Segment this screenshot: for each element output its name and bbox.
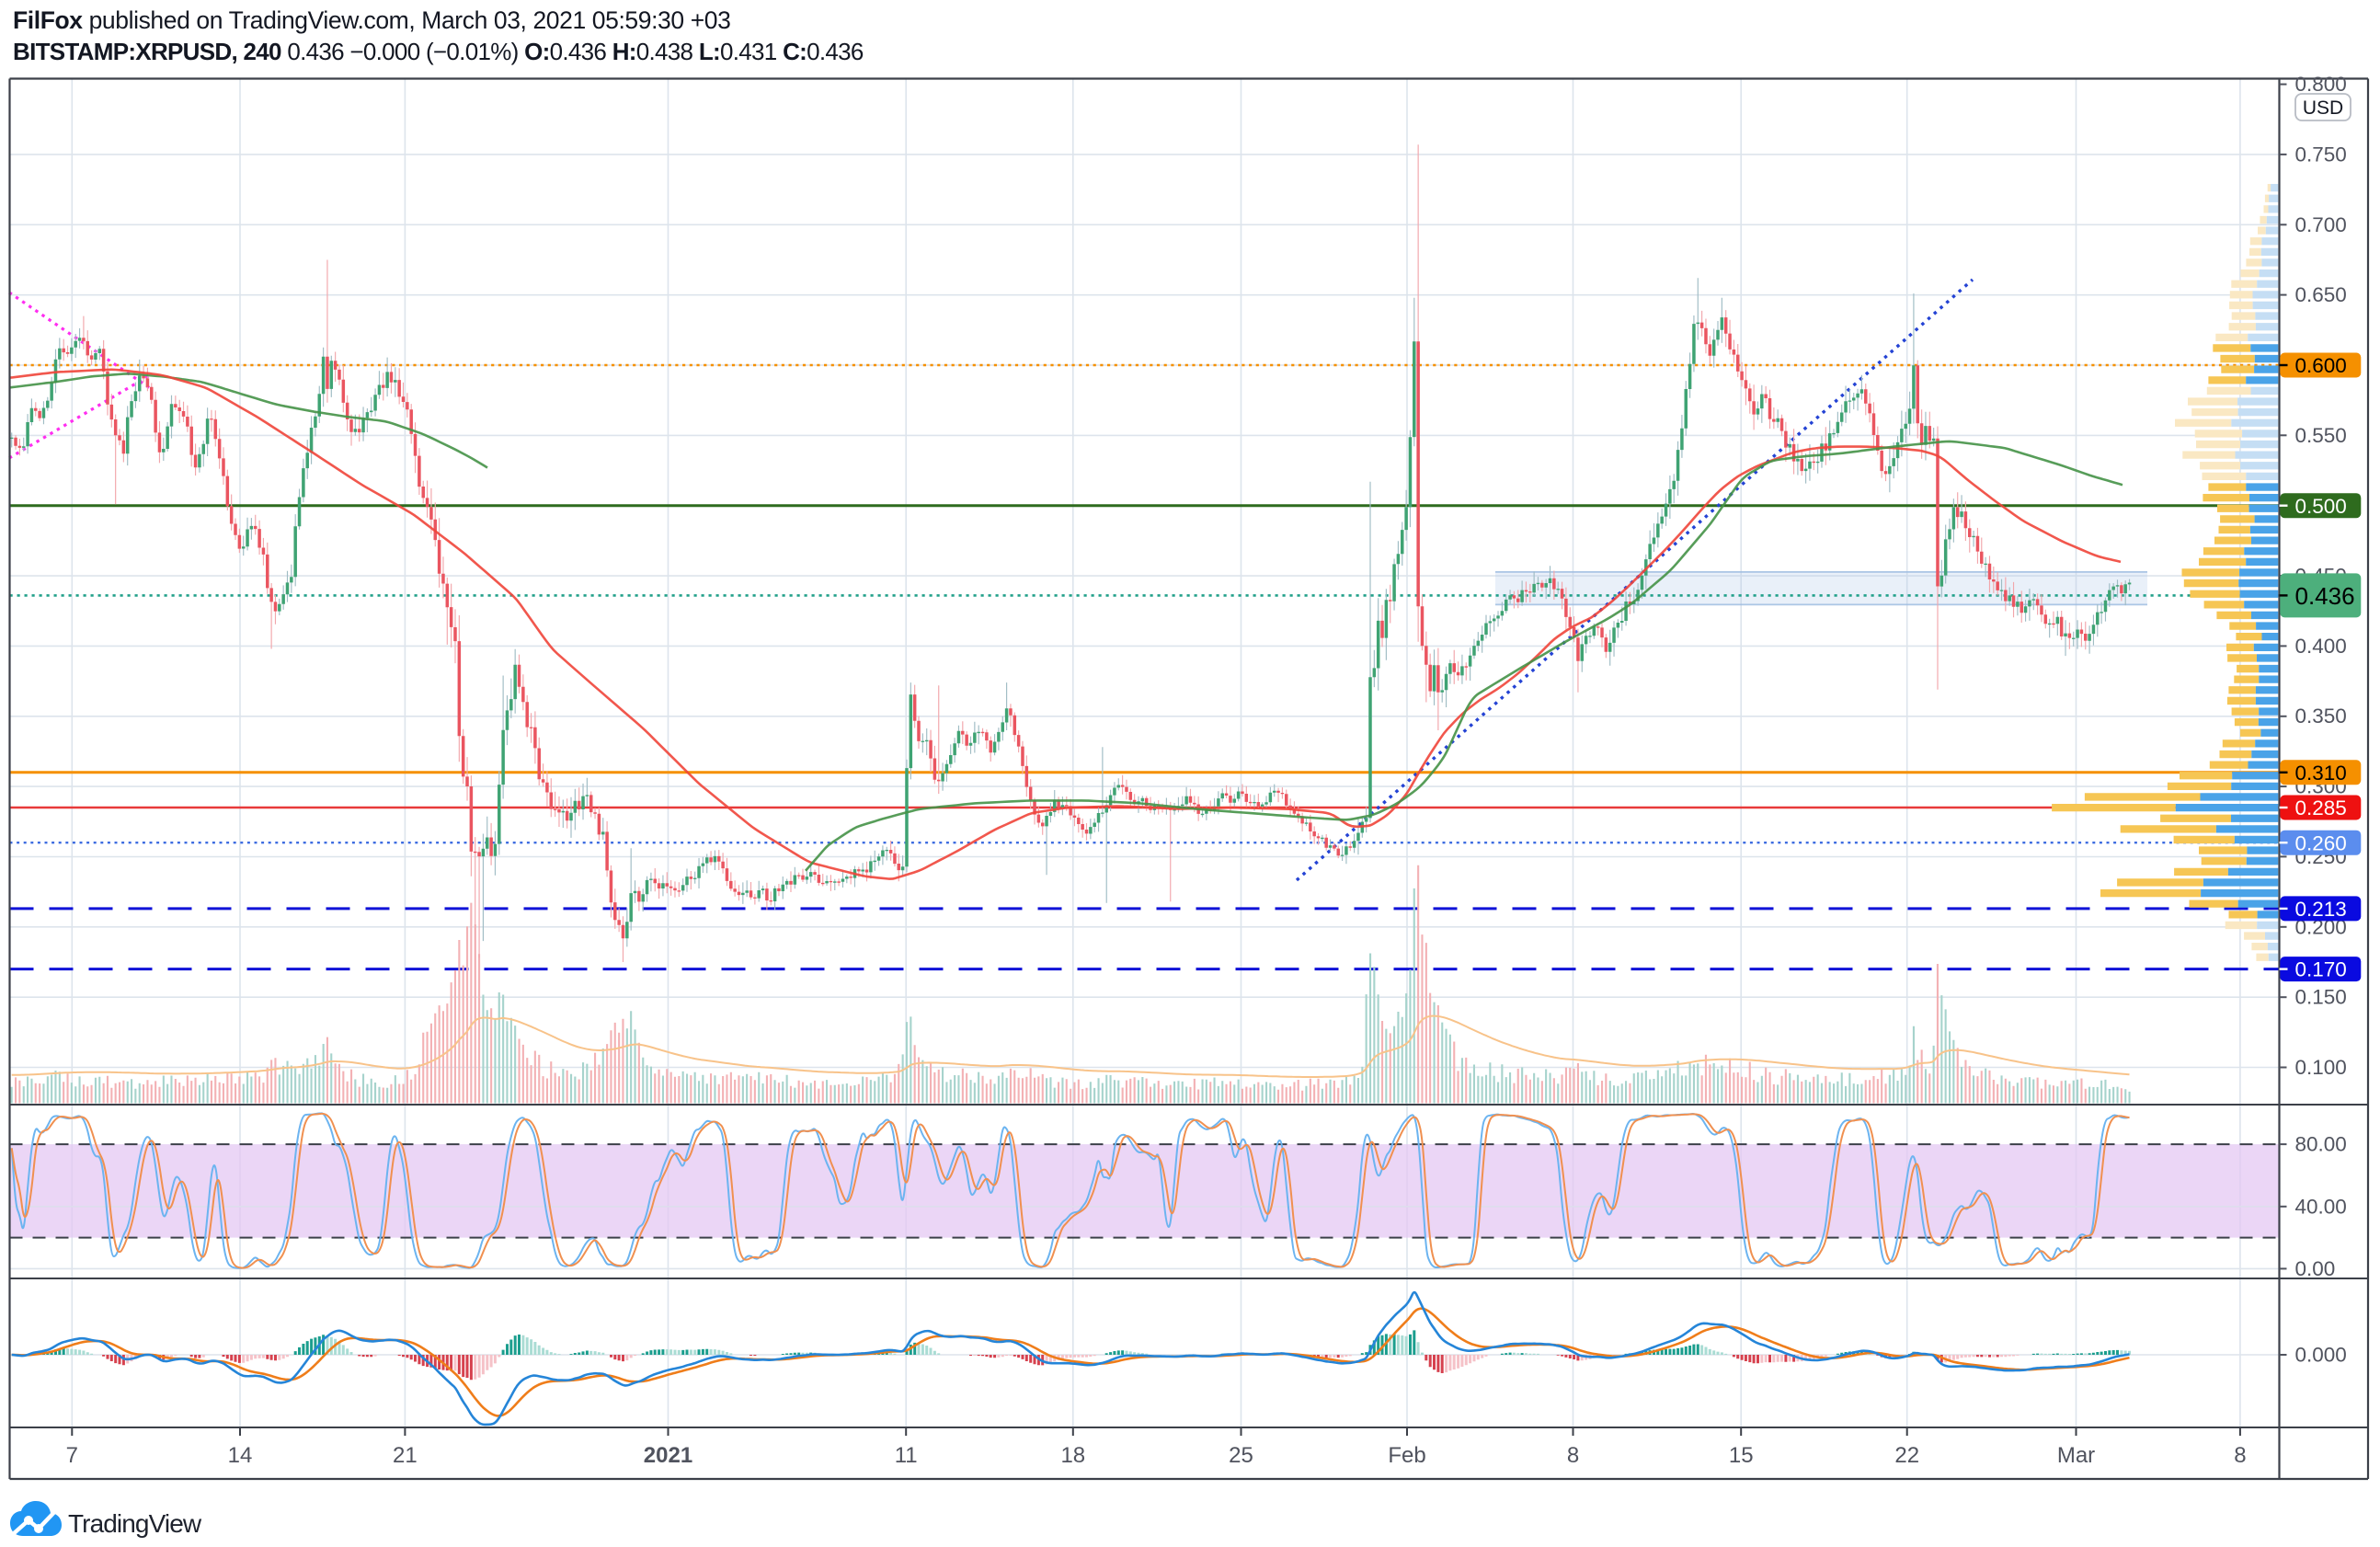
- svg-text:0.00: 0.00: [2295, 1257, 2336, 1280]
- svg-text:0.310: 0.310: [2295, 762, 2347, 785]
- svg-text:0.000: 0.000: [2295, 1344, 2347, 1367]
- svg-text:40.00: 40.00: [2295, 1195, 2347, 1218]
- svg-text:15: 15: [1729, 1443, 1754, 1468]
- svg-text:0.550: 0.550: [2295, 424, 2347, 447]
- svg-text:80.00: 80.00: [2295, 1133, 2347, 1156]
- svg-text:0.170: 0.170: [2295, 958, 2347, 981]
- svg-text:8: 8: [1567, 1443, 1579, 1468]
- svg-text:0.150: 0.150: [2295, 986, 2347, 1009]
- svg-text:TradingView: TradingView: [68, 1509, 202, 1538]
- svg-text:0.350: 0.350: [2295, 705, 2347, 728]
- svg-text:7: 7: [66, 1443, 78, 1468]
- svg-text:0.400: 0.400: [2295, 635, 2347, 658]
- svg-text:USD: USD: [2303, 97, 2343, 119]
- svg-text:BITSTAMP:XRPUSD, 240 0.436 −0: BITSTAMP:XRPUSD, 240 0.436 −0.000 (−0.01…: [13, 38, 864, 65]
- svg-text:0.436: 0.436: [2295, 582, 2355, 610]
- svg-text:14: 14: [228, 1443, 253, 1468]
- svg-text:8: 8: [2234, 1443, 2246, 1468]
- svg-text:0.700: 0.700: [2295, 213, 2347, 236]
- svg-text:Mar: Mar: [2057, 1443, 2095, 1468]
- svg-text:0.260: 0.260: [2295, 831, 2347, 854]
- svg-text:FilFox published on TradingVie: FilFox published on TradingView.com, Mar…: [13, 6, 730, 34]
- svg-text:0.100: 0.100: [2295, 1056, 2347, 1079]
- svg-text:0.750: 0.750: [2295, 143, 2347, 166]
- svg-text:0.213: 0.213: [2295, 898, 2347, 921]
- svg-text:22: 22: [1894, 1443, 1919, 1468]
- svg-text:0.650: 0.650: [2295, 283, 2347, 306]
- svg-text:0.800: 0.800: [2295, 73, 2347, 96]
- svg-text:Feb: Feb: [1388, 1443, 1425, 1468]
- svg-text:25: 25: [1229, 1443, 1253, 1468]
- svg-text:2021: 2021: [644, 1443, 692, 1468]
- svg-text:0.285: 0.285: [2295, 796, 2347, 819]
- svg-text:0.500: 0.500: [2295, 495, 2347, 518]
- svg-text:0.600: 0.600: [2295, 354, 2347, 377]
- svg-text:21: 21: [393, 1443, 418, 1468]
- svg-text:18: 18: [1060, 1443, 1085, 1468]
- svg-text:11: 11: [895, 1443, 918, 1468]
